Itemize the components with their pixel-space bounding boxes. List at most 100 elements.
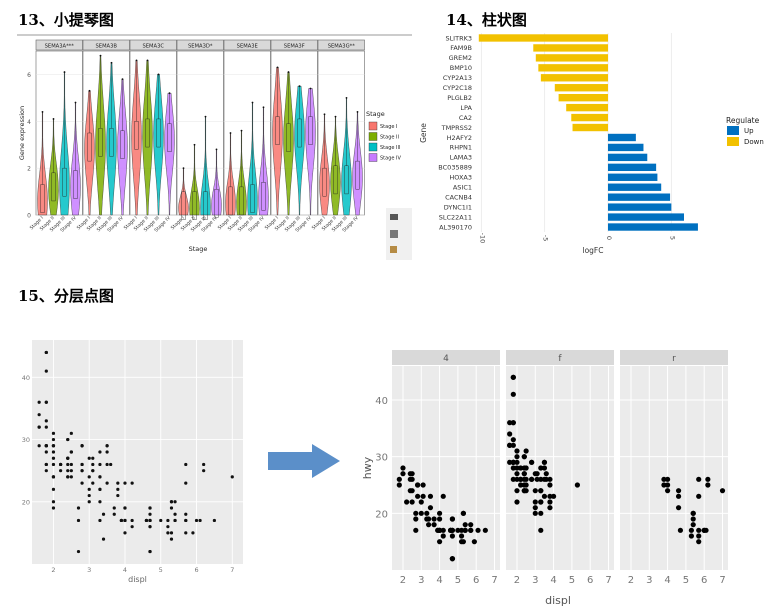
data-point	[696, 527, 702, 533]
data-point	[98, 487, 102, 491]
data-point	[76, 549, 81, 554]
data-point	[514, 499, 520, 505]
data-point	[462, 522, 468, 528]
data-point	[69, 462, 73, 467]
data-point	[91, 456, 95, 460]
facet-label: r	[672, 354, 676, 364]
data-point	[532, 488, 538, 494]
bar	[608, 143, 644, 152]
y-tick-label: 0	[27, 213, 31, 220]
data-point	[409, 499, 415, 505]
outlier-point	[287, 71, 290, 73]
outlier-point	[204, 115, 207, 118]
data-point	[194, 518, 199, 523]
data-point	[169, 500, 174, 504]
y-axis-label: Gene	[419, 123, 428, 143]
y-tick-label: 40	[375, 396, 388, 407]
data-point	[123, 531, 127, 535]
data-point	[87, 500, 91, 504]
y-tick-label: GREM2	[449, 54, 472, 62]
outlier-point	[215, 148, 218, 151]
y-axis-label: Gene expression	[18, 106, 26, 160]
bar	[608, 183, 662, 191]
data-point	[514, 465, 520, 471]
x-tick-label: 7	[719, 575, 725, 586]
x-tick-label: 5	[683, 575, 689, 586]
data-point	[69, 431, 73, 435]
x-tick-label: 5	[668, 236, 676, 240]
outlier-point	[99, 54, 102, 57]
data-point	[415, 482, 421, 488]
bar	[478, 34, 608, 42]
data-point	[101, 512, 106, 516]
facet-strip	[223, 39, 271, 51]
data-point	[462, 527, 468, 533]
data-point	[538, 476, 544, 482]
facet-strip	[129, 39, 177, 51]
data-point	[507, 459, 513, 465]
facet-strip	[82, 39, 130, 51]
data-point	[471, 539, 477, 545]
facet-label: SEMA3A***	[45, 44, 75, 50]
data-point	[541, 459, 548, 465]
data-point	[80, 444, 84, 448]
facet-strip	[176, 39, 224, 51]
data-point	[80, 462, 84, 467]
y-tick-label: CA2	[459, 114, 472, 122]
x-tick-label: 3	[418, 575, 424, 586]
data-point	[547, 493, 553, 499]
data-point	[112, 512, 116, 516]
legend-key	[368, 121, 378, 131]
x-tick-label: 2	[51, 566, 55, 574]
data-point	[475, 527, 481, 533]
data-point	[212, 518, 216, 523]
plot-background	[620, 366, 728, 570]
legend-label: Stage I	[380, 124, 398, 130]
data-point	[482, 527, 488, 533]
facet-strip	[35, 39, 83, 51]
outlier-point	[168, 92, 171, 95]
data-point	[510, 437, 516, 443]
x-tick-label: 3	[87, 566, 91, 574]
data-point	[44, 369, 48, 373]
data-point	[521, 476, 527, 482]
data-point	[80, 481, 84, 485]
data-point	[123, 518, 127, 523]
data-point	[518, 476, 524, 482]
outlier-point	[135, 59, 138, 62]
data-point	[468, 522, 474, 528]
data-point	[538, 499, 544, 505]
data-point	[130, 525, 134, 529]
data-point	[184, 531, 188, 535]
data-point	[91, 481, 95, 485]
data-point	[191, 531, 195, 535]
data-point	[661, 482, 667, 488]
data-point	[521, 465, 527, 471]
data-point	[514, 488, 520, 494]
legend-label: Up	[744, 127, 754, 135]
data-point	[447, 527, 454, 533]
data-point	[507, 420, 513, 426]
bar	[608, 223, 698, 231]
data-point	[44, 425, 48, 429]
data-point	[538, 527, 544, 533]
bar	[608, 153, 648, 162]
data-point	[514, 471, 520, 477]
bar	[608, 213, 684, 221]
data-point	[105, 444, 109, 448]
data-point	[449, 516, 456, 522]
data-point	[80, 469, 84, 473]
data-point	[514, 454, 520, 460]
x-tick-label: 6	[587, 575, 593, 586]
data-point	[696, 533, 702, 539]
data-point	[119, 518, 124, 523]
data-point	[507, 442, 513, 448]
data-point	[202, 462, 206, 467]
facet-label: SEMA3E	[237, 44, 258, 50]
outlier-point	[52, 118, 55, 120]
data-point	[37, 413, 41, 417]
violin-shape	[294, 85, 305, 216]
data-point	[529, 459, 535, 465]
y-tick-label: 2	[27, 166, 31, 173]
outlier-point	[334, 115, 337, 118]
